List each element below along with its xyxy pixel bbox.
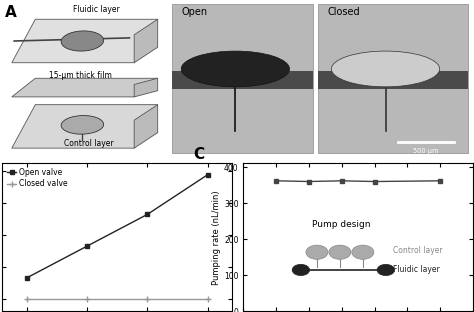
Polygon shape [134,105,158,148]
Circle shape [329,245,351,259]
Circle shape [352,245,374,259]
Closed valve [84,297,90,300]
Closed valve [145,297,150,300]
Polygon shape [12,105,158,148]
Polygon shape [12,19,158,63]
Text: Open: Open [181,7,207,17]
Text: Closed: Closed [327,7,360,17]
Ellipse shape [61,115,104,134]
Ellipse shape [61,31,104,51]
Text: Control layer: Control layer [392,246,442,255]
Polygon shape [134,78,158,97]
Text: C: C [193,147,204,162]
Text: Fluidic layer: Fluidic layer [392,266,439,275]
Open valve [205,173,210,177]
Text: Control layer: Control layer [64,139,113,148]
Text: A: A [5,5,17,20]
Circle shape [292,264,310,275]
Text: Fluidic layer: Fluidic layer [73,5,120,14]
Polygon shape [172,4,313,153]
Text: Pump design: Pump design [312,220,371,229]
Polygon shape [318,71,468,89]
Open valve [24,276,29,280]
Open valve [84,244,90,248]
Closed valve [205,297,210,300]
Line: Open valve: Open valve [24,172,210,280]
Text: 15-μm thick film: 15-μm thick film [49,71,112,80]
Line: Closed valve: Closed valve [24,296,210,301]
Polygon shape [318,4,468,153]
Polygon shape [134,19,158,63]
Closed valve [24,297,29,300]
Circle shape [181,51,290,87]
Circle shape [331,51,439,87]
Circle shape [306,245,328,259]
Polygon shape [12,78,158,97]
Polygon shape [172,71,313,89]
Open valve [145,212,150,216]
Text: 500 μm: 500 μm [413,148,439,154]
Y-axis label: Pumping rate (nL/min): Pumping rate (nL/min) [212,190,221,285]
Legend: Open valve, Closed valve: Open valve, Closed valve [4,165,71,192]
Circle shape [377,264,394,275]
